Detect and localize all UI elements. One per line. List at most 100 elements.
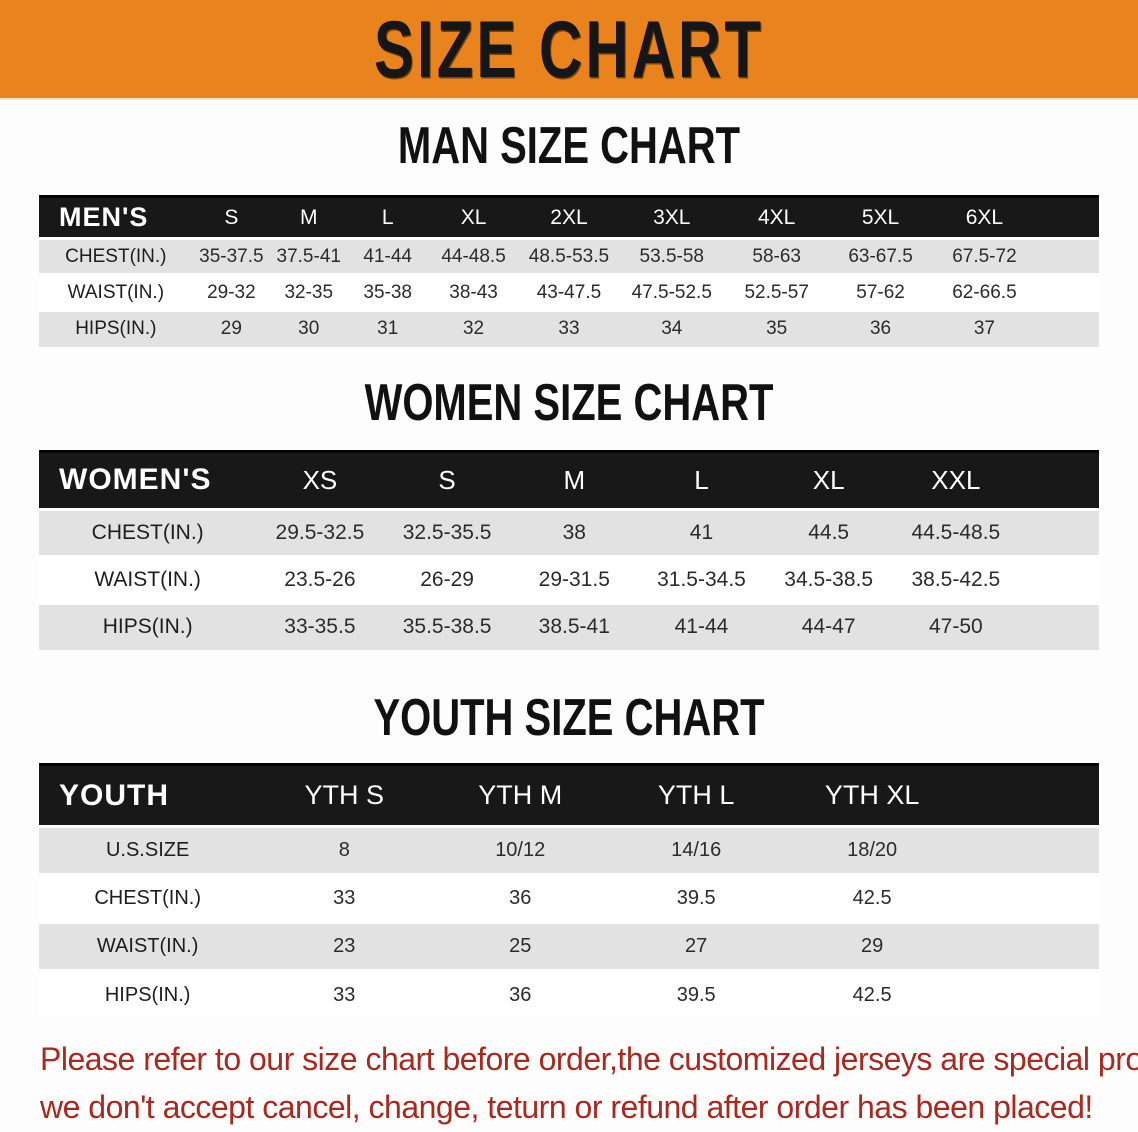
- size-value: 44.5-48.5: [892, 507, 1020, 556]
- row-label: HIPS(IN.): [39, 309, 193, 347]
- size-value: 18/20: [784, 825, 961, 875]
- size-value: 39.5: [608, 969, 785, 1019]
- mens-table-body: CHEST(IN.) 35-37.5 37.5-41 41-44 44-48.5 48.5…: [39, 237, 1099, 347]
- size-value: 62-66.5: [932, 273, 1037, 311]
- row-label: CHEST(IN.): [39, 873, 257, 923]
- table-corner-label: MEN'S: [39, 195, 193, 239]
- column-header: S: [383, 449, 511, 510]
- table-row: CHEST(IN.) 35-37.5 37.5-41 41-44 44-48.5 48.5…: [39, 237, 1099, 275]
- size-value: 23: [256, 921, 433, 971]
- size-value: 41: [637, 507, 766, 556]
- size-value: 29.5-32.5: [256, 507, 384, 556]
- column-header: 2XL: [519, 195, 619, 239]
- row-label: CHEST(IN.): [39, 507, 257, 556]
- column-header: XXL: [892, 449, 1020, 510]
- size-value: 42.5: [784, 873, 961, 923]
- spacer-cell: [1019, 449, 1099, 510]
- size-value: 31.5-34.5: [637, 554, 766, 603]
- row-label: U.S.SIZE: [39, 825, 257, 875]
- size-value: 33: [256, 969, 433, 1019]
- spacer-cell: [1019, 601, 1099, 650]
- size-value: 63-67.5: [828, 237, 933, 275]
- youth-size-table: YOUTH YTH S YTH M YTH L YTH XL U.S.SIZE 8 10/1…: [39, 763, 1099, 1019]
- size-value: 29: [784, 921, 961, 971]
- womens-table-body: CHEST(IN.) 29.5-32.5 32.5-35.5 38 41 44.5 44.5…: [39, 507, 1099, 650]
- row-label: WAIST(IN.): [39, 921, 257, 971]
- size-value: 35.5-38.5: [383, 601, 511, 650]
- women-section-title: WOMEN SIZE CHART: [364, 373, 774, 431]
- column-header: YTH M: [432, 763, 609, 827]
- column-header: L: [347, 195, 428, 239]
- row-label: WAIST(IN.): [39, 273, 193, 311]
- size-value: 10/12: [432, 825, 609, 875]
- size-value: 53.5-58: [618, 237, 725, 275]
- size-value: 35-38: [347, 273, 428, 311]
- size-value: 47-50: [892, 601, 1020, 650]
- womens-size-table: WOMEN'S XS S M L XL XXL CHEST(IN.) 29.5-32.5 32.…: [39, 449, 1099, 650]
- size-value: 29: [192, 309, 271, 347]
- youth-table-header: YOUTH YTH S YTH M YTH L YTH XL: [39, 763, 1099, 827]
- size-value: 37.5-41: [270, 237, 348, 275]
- column-header: M: [270, 195, 348, 239]
- table-corner-label: WOMEN'S: [39, 449, 257, 510]
- column-header: M: [510, 449, 638, 510]
- row-label: HIPS(IN.): [39, 969, 257, 1019]
- size-value: 37: [932, 309, 1037, 347]
- spacer-cell: [1036, 237, 1099, 275]
- size-value: 33-35.5: [256, 601, 384, 650]
- size-value: 31: [347, 309, 428, 347]
- spacer-cell: [1036, 195, 1099, 239]
- table-row: WAIST(IN.) 23 25 27 29: [39, 921, 1099, 971]
- mens-table-header: MEN'S S M L XL 2XL 3XL 4XL 5XL 6XL: [39, 195, 1099, 239]
- man-section-title: MAN SIZE CHART: [397, 117, 741, 175]
- column-header: YTH L: [608, 763, 785, 827]
- table-row: HIPS(IN.) 33 36 39.5 42.5: [39, 969, 1099, 1019]
- column-header: YTH S: [256, 763, 433, 827]
- size-value: 38.5-41: [510, 601, 638, 650]
- table-row: HIPS(IN.) 29 30 31 32 33 34 35 36 37: [39, 309, 1099, 347]
- size-value: 39.5: [608, 873, 785, 923]
- table-row: HIPS(IN.) 33-35.5 35.5-38.5 38.5-41 41-44 44-…: [39, 601, 1099, 650]
- column-header: XS: [256, 449, 384, 510]
- size-value: 8: [256, 825, 433, 875]
- spacer-cell: [960, 825, 1099, 875]
- spacer-cell: [960, 921, 1099, 971]
- spacer-cell: [1019, 507, 1099, 556]
- column-header: 3XL: [618, 195, 725, 239]
- size-value: 29-31.5: [510, 554, 638, 603]
- size-value: 43-47.5: [519, 273, 619, 311]
- spacer-cell: [960, 763, 1099, 827]
- table-row: WAIST(IN.) 29-32 32-35 35-38 38-43 43-47.5 47.…: [39, 273, 1099, 311]
- size-value: 44-48.5: [427, 237, 520, 275]
- table-corner-label: YOUTH: [39, 763, 257, 827]
- disclaimer-line-2: we don't accept cancel, change, teturn o…: [40, 1088, 1093, 1125]
- disclaimer-line-1: Please refer to our size chart before or…: [40, 1040, 1138, 1077]
- size-value: 29-32: [192, 273, 271, 311]
- size-value: 38: [510, 507, 638, 556]
- size-value: 44-47: [765, 601, 893, 650]
- size-value: 41-44: [637, 601, 766, 650]
- youth-table-body: U.S.SIZE 8 10/12 14/16 18/20 CHEST(IN.) 33 36 39…: [39, 825, 1099, 1019]
- size-value: 38-43: [427, 273, 520, 311]
- table-row: WAIST(IN.) 23.5-26 26-29 29-31.5 31.5-34.5 34…: [39, 554, 1099, 603]
- spacer-cell: [1036, 273, 1099, 311]
- size-value: 34.5-38.5: [765, 554, 893, 603]
- size-value: 52.5-57: [724, 273, 829, 311]
- size-value: 67.5-72: [932, 237, 1037, 275]
- womens-table-header: WOMEN'S XS S M L XL XXL: [39, 449, 1099, 510]
- size-value: 48.5-53.5: [519, 237, 619, 275]
- youth-section-title: YOUTH SIZE CHART: [373, 689, 765, 747]
- spacer-cell: [960, 969, 1099, 1019]
- table-row: U.S.SIZE 8 10/12 14/16 18/20: [39, 825, 1099, 875]
- page-title: SIZE CHART: [374, 3, 764, 95]
- size-value: 30: [270, 309, 348, 347]
- size-value: 36: [828, 309, 933, 347]
- column-header: S: [192, 195, 271, 239]
- table-row: CHEST(IN.) 29.5-32.5 32.5-35.5 38 41 44.5 44.5…: [39, 507, 1099, 556]
- size-value: 32: [427, 309, 520, 347]
- disclaimer: Please refer to our size chart before or…: [0, 1035, 1138, 1131]
- column-header: 6XL: [932, 195, 1037, 239]
- column-header: XL: [427, 195, 520, 239]
- size-value: 36: [432, 873, 609, 923]
- size-value: 23.5-26: [256, 554, 384, 603]
